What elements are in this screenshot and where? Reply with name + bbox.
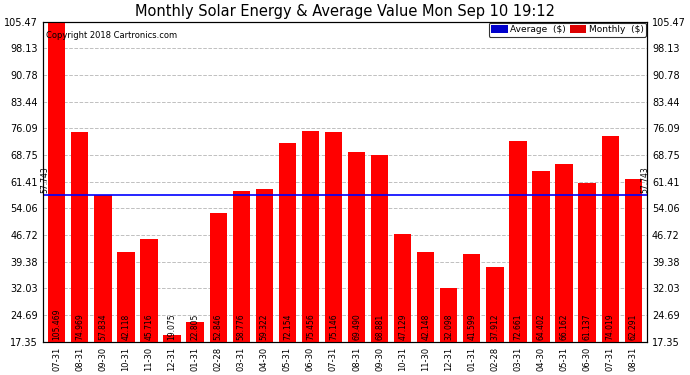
Text: 72.154: 72.154 [283, 314, 292, 340]
Text: 37.912: 37.912 [491, 314, 500, 340]
Bar [533, 171, 550, 342]
Text: 69.490: 69.490 [352, 313, 361, 340]
Text: 47.129: 47.129 [398, 314, 407, 340]
Text: 58.776: 58.776 [237, 313, 246, 340]
Text: 74.019: 74.019 [606, 313, 615, 340]
Text: 74.969: 74.969 [75, 313, 84, 340]
Text: 42.118: 42.118 [121, 314, 130, 340]
Bar [463, 254, 480, 342]
Text: 22.805: 22.805 [190, 314, 199, 340]
Text: 61.137: 61.137 [582, 314, 591, 340]
Text: 64.402: 64.402 [537, 313, 546, 340]
Bar [348, 152, 365, 342]
Bar [71, 132, 88, 342]
Bar [186, 322, 204, 342]
Bar [117, 252, 135, 342]
Legend: Average  ($), Monthly  ($): Average ($), Monthly ($) [489, 22, 647, 37]
Text: 41.599: 41.599 [467, 313, 476, 340]
Bar [233, 191, 250, 342]
Text: 75.146: 75.146 [329, 313, 338, 340]
Bar [440, 288, 457, 342]
Text: 66.162: 66.162 [560, 314, 569, 340]
Text: 45.716: 45.716 [144, 313, 153, 340]
Title: Monthly Solar Energy & Average Value Mon Sep 10 19:12: Monthly Solar Energy & Average Value Mon… [135, 4, 555, 19]
Bar [325, 132, 342, 342]
Text: 68.881: 68.881 [375, 314, 384, 340]
Text: 72.661: 72.661 [513, 314, 522, 340]
Text: 19.075: 19.075 [168, 313, 177, 340]
Text: 57.743: 57.743 [41, 166, 50, 193]
Text: 42.148: 42.148 [421, 314, 430, 340]
Bar [486, 267, 504, 342]
Bar [602, 136, 619, 342]
Bar [624, 178, 642, 342]
Text: 59.322: 59.322 [260, 314, 269, 340]
Bar [509, 141, 526, 342]
Bar [140, 239, 157, 342]
Text: 52.846: 52.846 [214, 314, 223, 340]
Text: 57.834: 57.834 [99, 313, 108, 340]
Bar [578, 183, 595, 342]
Text: 75.456: 75.456 [306, 313, 315, 340]
Bar [417, 252, 435, 342]
Bar [302, 131, 319, 342]
Bar [210, 213, 227, 342]
Text: 32.098: 32.098 [444, 314, 453, 340]
Bar [371, 154, 388, 342]
Text: 105.469: 105.469 [52, 308, 61, 340]
Bar [255, 189, 273, 342]
Bar [394, 234, 411, 342]
Bar [164, 336, 181, 342]
Bar [555, 165, 573, 342]
Bar [95, 195, 112, 342]
Text: 62.291: 62.291 [629, 314, 638, 340]
Bar [48, 22, 66, 342]
Text: Copyright 2018 Cartronics.com: Copyright 2018 Cartronics.com [46, 32, 177, 40]
Text: 57.743: 57.743 [640, 166, 649, 193]
Bar [279, 143, 296, 342]
